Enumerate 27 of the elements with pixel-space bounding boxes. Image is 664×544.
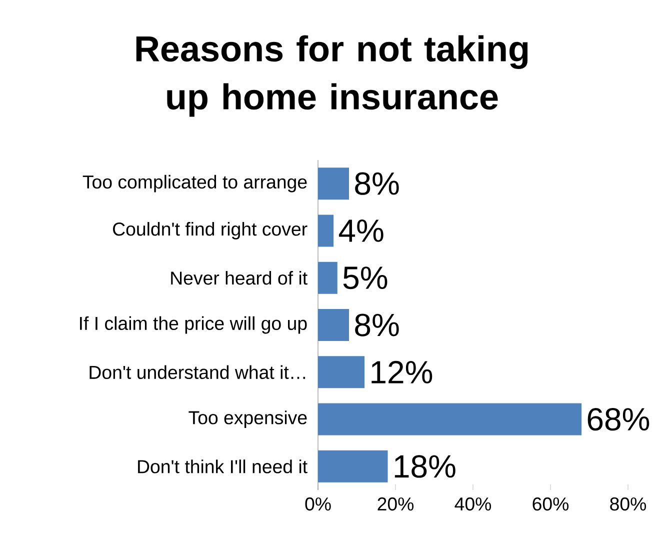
- y-tick-label: Couldn't find right cover: [113, 222, 308, 240]
- bar: [318, 356, 364, 388]
- data-label: 68%: [588, 408, 650, 431]
- data-label: 12%: [372, 360, 432, 384]
- x-tick-label: 40%: [454, 497, 492, 511]
- y-tick-label: If I claim the price will go up: [80, 316, 307, 334]
- bar: [318, 403, 582, 436]
- data-label: 4%: [338, 220, 384, 242]
- x-tick-label: 20%: [378, 497, 414, 511]
- y-tick-label: Too complicated to arrange: [82, 174, 307, 192]
- x-tick-label: 60%: [532, 497, 569, 511]
- y-tick-label: Never heard of it: [171, 271, 308, 285]
- bar: [318, 309, 349, 342]
- y-tick-label: Don't understand what it…: [90, 365, 306, 380]
- data-label: 18%: [394, 455, 456, 478]
- x-tick-label: 0%: [305, 497, 331, 511]
- data-label: 5%: [343, 266, 388, 290]
- data-label: 8%: [355, 172, 399, 195]
- bar: [318, 168, 349, 200]
- bar: [318, 450, 388, 482]
- chart-title: Reasons for not taking up home insurance: [136, 35, 528, 117]
- y-tick-label: Too expensive: [188, 410, 307, 428]
- bar: [318, 214, 334, 247]
- data-label: 8%: [355, 314, 399, 336]
- bar: [318, 262, 338, 294]
- x-tick-label: 80%: [610, 497, 646, 511]
- y-tick-label: Don't think I'll need it: [138, 460, 308, 474]
